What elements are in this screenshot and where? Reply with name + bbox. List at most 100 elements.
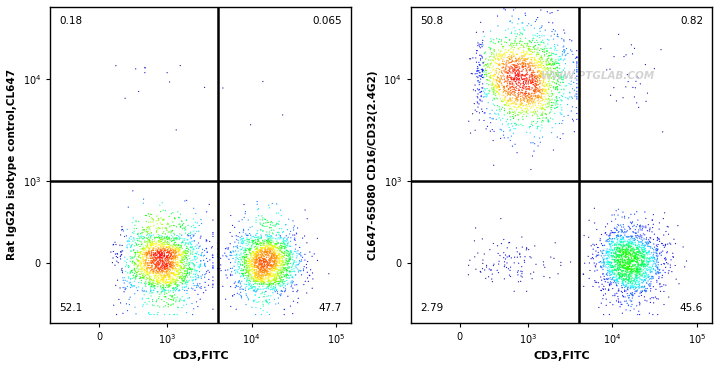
Point <box>622 238 633 244</box>
Point <box>528 87 540 93</box>
Point <box>261 240 273 245</box>
Point <box>652 253 664 259</box>
Point <box>505 74 517 80</box>
Point <box>145 212 157 217</box>
Point <box>301 265 312 271</box>
Point <box>615 248 627 254</box>
Point <box>163 269 175 275</box>
Point <box>192 281 203 287</box>
Point <box>167 265 178 271</box>
Point <box>273 295 284 301</box>
Point <box>253 258 265 263</box>
Point <box>167 219 178 225</box>
Point <box>519 40 531 46</box>
Point <box>172 283 183 289</box>
Point <box>264 245 275 251</box>
Point <box>480 68 492 74</box>
Point <box>190 257 201 263</box>
Point <box>200 287 211 293</box>
Point <box>166 265 178 270</box>
Point <box>488 46 500 52</box>
Point <box>477 261 488 266</box>
Point <box>274 270 285 276</box>
Point <box>147 287 159 293</box>
Point <box>195 233 206 239</box>
Point <box>142 243 153 249</box>
Point <box>613 272 624 277</box>
Point <box>487 97 498 103</box>
Point <box>129 253 141 259</box>
Point <box>275 235 287 241</box>
Point <box>173 252 184 258</box>
Point <box>526 59 538 65</box>
Point <box>252 256 263 262</box>
Point <box>154 250 165 255</box>
Point <box>244 280 256 286</box>
Point <box>134 269 146 275</box>
Point <box>541 86 552 92</box>
Point <box>626 255 637 261</box>
Point <box>632 312 644 318</box>
Point <box>181 250 193 256</box>
Point <box>182 232 193 238</box>
Point <box>260 267 271 273</box>
Point <box>171 268 183 273</box>
Point <box>631 74 643 79</box>
Point <box>253 299 265 305</box>
Point <box>531 33 543 39</box>
Point <box>644 276 656 282</box>
Point <box>144 247 155 252</box>
Point <box>613 241 625 247</box>
Point <box>271 220 283 226</box>
Point <box>261 259 273 265</box>
Point <box>626 304 637 309</box>
Point <box>623 255 634 261</box>
Point <box>616 268 628 273</box>
Point <box>272 266 283 272</box>
Point <box>658 282 669 288</box>
Point <box>275 270 287 276</box>
Point <box>190 230 201 236</box>
Point <box>277 289 288 294</box>
Point <box>533 135 545 141</box>
Point <box>508 90 520 96</box>
Point <box>539 86 551 92</box>
Point <box>258 267 270 273</box>
Point <box>626 254 637 259</box>
Point <box>619 257 631 263</box>
Point <box>157 217 169 223</box>
Point <box>162 301 174 307</box>
Point <box>193 283 204 289</box>
Point <box>170 127 182 133</box>
Point <box>270 222 282 227</box>
Point <box>470 88 481 94</box>
Point <box>625 269 636 275</box>
Point <box>519 95 531 101</box>
Point <box>267 246 279 252</box>
Point <box>614 273 626 279</box>
Point <box>529 96 541 102</box>
Point <box>288 227 299 233</box>
Point <box>286 264 298 270</box>
Point <box>613 266 625 272</box>
Point <box>531 47 543 53</box>
Point <box>641 268 653 273</box>
Point <box>147 241 158 247</box>
Point <box>270 275 282 280</box>
Point <box>613 31 624 37</box>
Point <box>509 70 521 75</box>
Point <box>257 303 269 309</box>
Point <box>275 254 287 260</box>
Point <box>149 236 160 242</box>
Point <box>175 276 187 282</box>
Point <box>600 256 612 262</box>
Point <box>639 261 651 267</box>
Point <box>191 299 202 305</box>
Point <box>188 262 200 268</box>
Point <box>283 243 295 249</box>
Point <box>607 302 618 308</box>
Point <box>181 290 193 296</box>
Point <box>161 255 173 261</box>
Point <box>255 273 267 279</box>
Point <box>620 269 631 275</box>
